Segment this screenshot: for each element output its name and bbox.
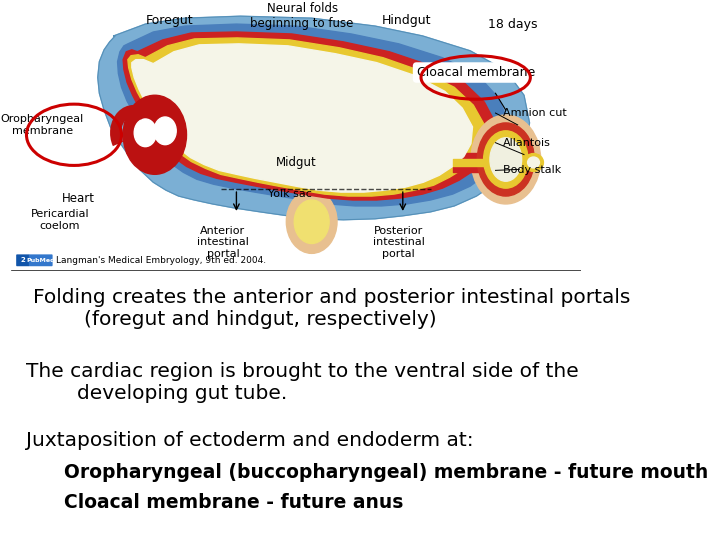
Circle shape — [123, 95, 186, 174]
Ellipse shape — [471, 115, 541, 204]
Ellipse shape — [490, 138, 521, 181]
Text: Yolk sac: Yolk sac — [268, 189, 312, 199]
FancyBboxPatch shape — [16, 254, 30, 266]
Ellipse shape — [484, 131, 528, 188]
Text: Body stalk: Body stalk — [503, 165, 561, 176]
Text: Juxtaposition of ectoderm and endoderm at:: Juxtaposition of ectoderm and endoderm a… — [27, 431, 474, 450]
Polygon shape — [128, 38, 485, 196]
Text: Oropharyngeal (buccopharyngeal) membrane - future mouth: Oropharyngeal (buccopharyngeal) membrane… — [65, 463, 708, 482]
Text: PubMed: PubMed — [27, 258, 55, 263]
Text: Cloacal membrane - future anus: Cloacal membrane - future anus — [65, 492, 404, 511]
Polygon shape — [117, 24, 508, 206]
Polygon shape — [98, 16, 529, 220]
Text: Folding creates the anterior and posterior intestinal portals
        (foregut a: Folding creates the anterior and posteri… — [33, 288, 630, 329]
Text: Oropharyngeal
membrane: Oropharyngeal membrane — [1, 114, 84, 136]
Circle shape — [154, 117, 176, 145]
Circle shape — [134, 119, 156, 147]
Text: Anterior
intestinal
portal: Anterior intestinal portal — [197, 226, 249, 259]
Text: Amnion cut: Amnion cut — [503, 108, 567, 118]
Polygon shape — [123, 32, 495, 200]
Ellipse shape — [477, 123, 534, 196]
Ellipse shape — [528, 157, 539, 168]
Text: Hindgut: Hindgut — [382, 14, 431, 26]
Text: Posterior
intestinal
portal: Posterior intestinal portal — [373, 226, 425, 259]
Ellipse shape — [523, 153, 544, 171]
Polygon shape — [132, 44, 472, 192]
Text: The cardiac region is brought to the ventral side of the
        developing gut : The cardiac region is brought to the ven… — [27, 362, 579, 403]
Circle shape — [287, 190, 337, 253]
Text: Neural folds
beginning to fuse: Neural folds beginning to fuse — [251, 2, 354, 30]
Text: 18 days: 18 days — [488, 18, 537, 31]
Text: Foregut: Foregut — [145, 14, 193, 26]
FancyBboxPatch shape — [29, 254, 53, 266]
Circle shape — [294, 200, 329, 244]
Text: Langman's Medical Embryology, 9th ed. 2004.: Langman's Medical Embryology, 9th ed. 20… — [55, 256, 266, 265]
Text: Cloacal membrane: Cloacal membrane — [417, 66, 535, 79]
Text: Pericardial
coelom: Pericardial coelom — [30, 209, 89, 231]
Text: Midgut: Midgut — [276, 156, 316, 169]
Text: Heart: Heart — [61, 192, 94, 205]
Text: 2: 2 — [21, 257, 25, 264]
Text: Allantois: Allantois — [503, 138, 551, 148]
